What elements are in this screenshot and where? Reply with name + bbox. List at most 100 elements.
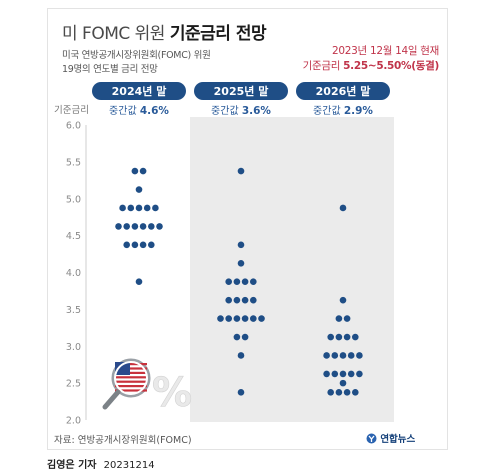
rate-dot — [323, 352, 330, 359]
source-note: 자료: 연방공개시장위원회(FOMC) — [54, 435, 192, 446]
rate-dot — [156, 223, 163, 230]
flag-stripe — [115, 376, 147, 379]
rate-dot — [225, 278, 232, 286]
current-rate-value: 5.25~5.50%(동결) — [343, 60, 439, 72]
rate-dot — [339, 379, 347, 387]
y-tick-label: 3.0 — [66, 342, 81, 353]
y-axis-label: 기준금리 — [54, 105, 89, 116]
percent-icon: % — [152, 370, 192, 416]
date-note: 2023년 12월 14일 현재 — [332, 45, 439, 57]
title-main: 기준금리 전망 — [169, 24, 267, 44]
yonhap-logo: 연합뉴스 — [366, 431, 415, 445]
y-tick-label: 5.0 — [66, 194, 81, 205]
median-label-prefix: 중간값 — [109, 105, 140, 117]
rate-dot — [335, 315, 343, 322]
rate-dot — [148, 241, 155, 249]
dot-plot-chart: 2.0 2.5 3.0 3.5 4.0 4.5 5.0 5.5 6.0 기준금리 2024년 말중간… — [54, 82, 394, 427]
rate-dot — [343, 315, 351, 322]
rate-dot — [237, 241, 245, 249]
rate-dot — [331, 370, 339, 378]
rate-dot — [115, 223, 122, 230]
median-label-prefix: 중간값 — [313, 105, 344, 117]
y-tick-label: 6.0 — [66, 121, 81, 132]
rate-dot — [241, 278, 249, 286]
rate-dot — [352, 333, 359, 341]
year-label: 2024년 말 — [112, 84, 167, 98]
byline-author: 김영은 기자 — [47, 460, 97, 471]
rate-dot — [356, 370, 363, 378]
y-tick-label: 2.0 — [66, 416, 81, 427]
rate-dot — [152, 204, 159, 212]
year-label: 2026년 말 — [316, 84, 371, 98]
us-flag-magnifier-icon — [102, 358, 151, 410]
flag-stripe — [115, 389, 147, 392]
magnifier-inner-edge — [114, 361, 148, 395]
rate-dot — [343, 333, 351, 341]
rate-dot — [323, 370, 330, 378]
rate-dot — [139, 241, 147, 249]
rate-dot — [139, 167, 147, 175]
y-tick-label: 4.5 — [66, 231, 81, 242]
flag-stripe — [115, 371, 147, 374]
flag-stripe — [115, 380, 147, 383]
rate-dot — [258, 315, 265, 322]
rate-dot — [241, 333, 249, 341]
magnifier-handle — [102, 389, 121, 410]
y-tick-label: 5.5 — [66, 157, 81, 168]
rate-dot — [241, 296, 249, 304]
byline-date: 20231214 — [103, 460, 155, 471]
median-label: 중간값 4.6% — [109, 105, 169, 117]
rate-dot — [352, 389, 359, 396]
rate-dot — [339, 352, 347, 359]
year-pill-3 — [296, 82, 390, 100]
flag-stripe — [115, 363, 147, 366]
rate-dot — [347, 370, 355, 378]
rate-dot — [217, 315, 224, 322]
rate-dot — [135, 204, 143, 212]
rate-dot — [225, 315, 232, 322]
logo-text: 연합뉴스 — [380, 434, 416, 445]
flag-stripe — [115, 385, 147, 388]
rate-dot — [237, 389, 245, 396]
rate-dot — [339, 296, 347, 304]
infographic-card: 미 FOMC 위원 기준금리 전망 미국 연방공개시장위원회(FOMC) 위원 … — [47, 8, 448, 450]
subtitle-line-1: 미국 연방공개시장위원회(FOMC) 위원 — [62, 50, 211, 61]
rate-dot — [139, 223, 147, 230]
page-title: 미 FOMC 위원 기준금리 전망 — [62, 19, 267, 44]
rate-dot — [241, 315, 249, 322]
rate-dot — [343, 389, 351, 396]
rate-dot — [327, 333, 335, 341]
median-label-prefix: 중간값 — [211, 105, 242, 117]
rate-dot — [250, 278, 257, 286]
year-pill-2 — [194, 82, 288, 100]
year-label: 2025년 말 — [214, 84, 269, 98]
current-rate: 기준금리 5.25~5.50%(동결) — [302, 58, 440, 73]
rate-dot — [131, 241, 139, 249]
flag-canton — [115, 362, 130, 375]
y-tick-label: 4.0 — [66, 268, 81, 279]
rate-dot — [331, 352, 339, 359]
rate-dot — [131, 167, 139, 175]
column-shade-2 — [190, 117, 292, 422]
rate-dot — [148, 223, 155, 230]
rate-dot — [339, 370, 347, 378]
current-rate-label: 기준금리 — [302, 60, 341, 72]
rate-dot — [237, 167, 245, 175]
rate-dot — [233, 333, 241, 341]
y-tick-label: 2.5 — [66, 379, 81, 390]
median-label: 중간값 3.6% — [211, 105, 271, 117]
subtitle-line-2: 19명의 연도별 금리 전망 — [62, 64, 158, 75]
rate-dot — [356, 352, 363, 359]
rate-dot — [335, 333, 343, 341]
title-prefix: 미 FOMC 위원 — [62, 24, 165, 44]
y-tick-label: 3.5 — [66, 305, 81, 316]
rate-dot — [123, 241, 130, 249]
rate-dot — [233, 315, 241, 322]
yonhap-logo-icon — [366, 433, 377, 444]
rate-dot — [135, 186, 143, 193]
median-label: 중간값 2.9% — [313, 105, 373, 117]
median-label-value: 3.6% — [242, 105, 272, 117]
flag-stripe — [115, 367, 147, 370]
rate-dot — [119, 204, 126, 212]
median-label-value: 2.9% — [344, 105, 374, 117]
